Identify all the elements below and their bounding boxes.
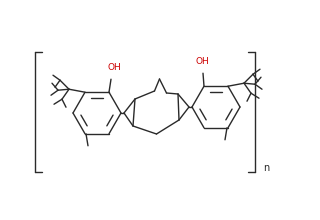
Text: OH: OH — [195, 57, 209, 66]
Text: n: n — [263, 163, 269, 173]
Text: OH: OH — [107, 63, 121, 72]
